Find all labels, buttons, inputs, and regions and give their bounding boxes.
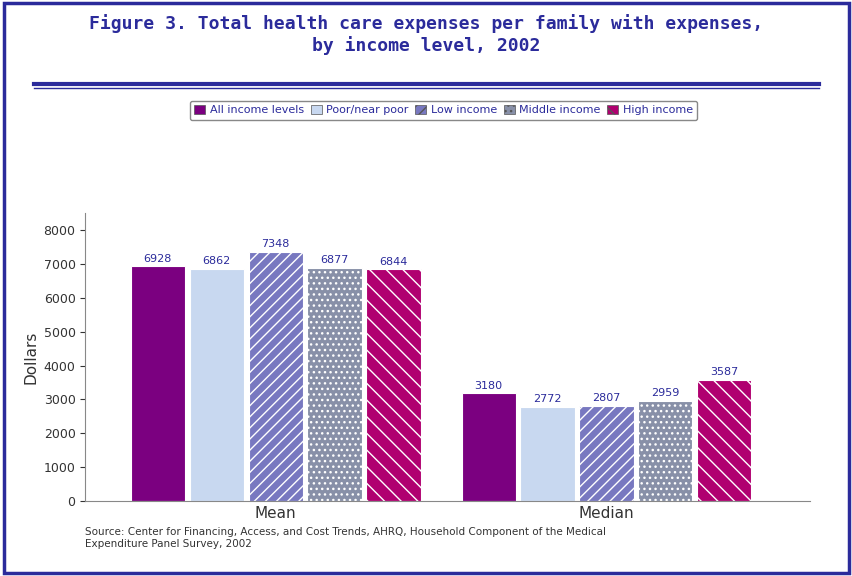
Bar — [579, 406, 633, 501]
Text: 2959: 2959 — [650, 388, 679, 398]
Text: 2807: 2807 — [591, 393, 620, 403]
Text: 3587: 3587 — [710, 367, 738, 377]
Bar — [520, 407, 574, 501]
Bar — [248, 252, 302, 501]
Bar — [130, 266, 185, 501]
Text: 3180: 3180 — [474, 381, 502, 391]
Legend: All income levels, Poor/near poor, Low income, Middle income, High income: All income levels, Poor/near poor, Low i… — [189, 101, 697, 120]
Bar — [366, 269, 420, 501]
Text: 6844: 6844 — [379, 256, 407, 267]
Text: 7348: 7348 — [261, 240, 290, 249]
Text: 6862: 6862 — [203, 256, 231, 266]
Text: 2772: 2772 — [532, 395, 561, 404]
Y-axis label: Dollars: Dollars — [23, 331, 38, 384]
Bar — [461, 393, 515, 501]
Bar — [189, 268, 244, 501]
Bar — [637, 401, 692, 501]
Text: Source: Center for Financing, Access, and Cost Trends, AHRQ, Household Component: Source: Center for Financing, Access, an… — [85, 527, 606, 548]
Bar — [696, 380, 751, 501]
Bar — [307, 268, 361, 501]
Text: Figure 3. Total health care expenses per family with expenses,
by income level, : Figure 3. Total health care expenses per… — [89, 14, 763, 55]
Text: 6928: 6928 — [143, 253, 172, 264]
Text: 6877: 6877 — [320, 255, 348, 266]
